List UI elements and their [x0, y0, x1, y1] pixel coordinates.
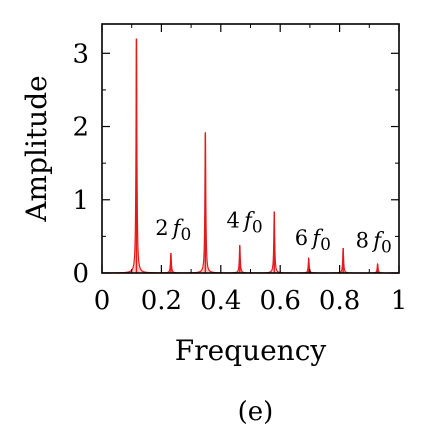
harmonic-coefficient: 4 [226, 209, 244, 233]
figure-caption: (e) [238, 397, 274, 427]
harmonic-label: 4 f0 [226, 209, 262, 238]
x-tick-label: 0 [94, 286, 111, 316]
x-tick-label: 0.6 [260, 286, 301, 316]
y-tick-label: 0 [72, 259, 89, 289]
harmonic-coefficient: 6 [295, 226, 313, 250]
harmonic-annotations: 2 f04 f0 6 f0 8 f0 [155, 209, 392, 258]
spectrum-area [102, 38, 399, 273]
harmonic-symbol: f [242, 209, 255, 233]
harmonic-label: 6 f0 [295, 226, 331, 255]
harmonic-subscript: 0 [181, 225, 192, 245]
x-tick-label: 0.8 [319, 286, 360, 316]
x-tick-label: 0.2 [141, 286, 182, 316]
harmonic-subscript: 0 [252, 218, 263, 238]
tick-labels: 0 0.2 0.4 0.6 0.8 1 0 1 2 3 [72, 39, 407, 316]
axis-ticks [101, 24, 400, 274]
spectrum-line [102, 38, 399, 274]
harmonic-coefficient: 8 [356, 228, 374, 252]
harmonic-coefficient: 2 [155, 216, 173, 240]
y-tick-label: 1 [72, 186, 89, 216]
harmonic-symbol: f [371, 228, 384, 252]
x-axis-label: Frequency [175, 334, 327, 367]
x-tick-label: 1 [391, 286, 408, 316]
harmonic-subscript: 0 [381, 237, 392, 257]
y-tick-label: 3 [72, 39, 89, 69]
harmonic-symbol: f [310, 226, 323, 250]
harmonic-symbol: f [171, 216, 184, 240]
plot-frame [101, 23, 400, 274]
y-axis-label: Amplitude [20, 75, 53, 222]
harmonic-label: 8 f0 [356, 228, 392, 257]
spectrum-series [102, 38, 399, 274]
x-tick-label: 0.4 [200, 286, 241, 316]
harmonic-subscript: 0 [320, 235, 331, 255]
harmonic-label: 2 f0 [155, 216, 191, 245]
y-tick-label: 2 [72, 113, 89, 143]
